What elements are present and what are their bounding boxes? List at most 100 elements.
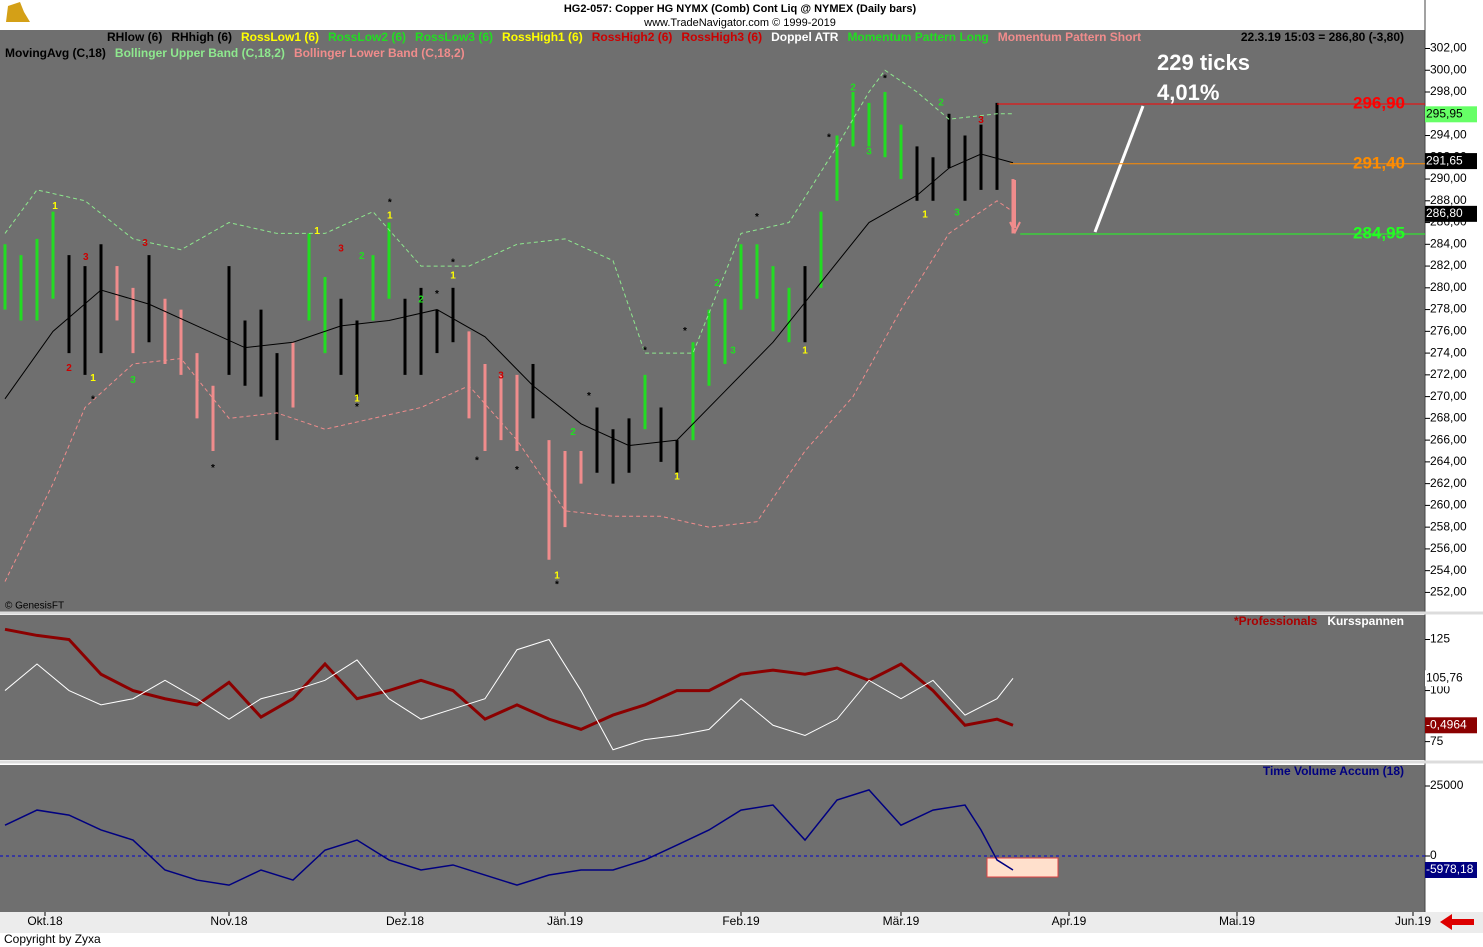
pattern-marker: * xyxy=(587,391,591,402)
legend-entry: Bollinger Upper Band (C,18,2) xyxy=(115,46,285,60)
pattern-marker: 3 xyxy=(954,207,960,218)
value-tag xyxy=(1425,670,1477,687)
x-tick-label: Apr.19 xyxy=(1052,914,1087,928)
legend-entry: Momentum Pattern Short xyxy=(998,30,1141,44)
pattern-marker: 2 xyxy=(938,98,944,109)
value-tag xyxy=(1425,717,1477,734)
pattern-marker: 3 xyxy=(498,371,504,382)
legend-entry: RossLow1 (6) xyxy=(241,30,319,44)
series-line xyxy=(4,200,1014,582)
level-label: 284,95 xyxy=(1353,223,1405,242)
pattern-marker: 2 xyxy=(359,251,365,262)
y-tick-label: 298,00 xyxy=(1430,84,1467,98)
pattern-marker: * xyxy=(435,289,439,300)
pattern-marker: 1 xyxy=(90,373,96,384)
legend-entry: RossHigh1 (6) xyxy=(502,30,583,44)
y-tick-label: 266,00 xyxy=(1430,432,1467,446)
pattern-marker: * xyxy=(388,198,392,209)
pattern-marker: 2 xyxy=(570,427,576,438)
value-tag xyxy=(1425,862,1477,878)
y-tick-label: 282,00 xyxy=(1430,258,1467,272)
x-axis-strip xyxy=(0,912,1483,933)
pattern-marker: 1 xyxy=(802,346,808,357)
value-tag-label: 286,80 xyxy=(1426,206,1463,220)
y-tick-label: 290,00 xyxy=(1430,171,1467,185)
pattern-marker: 2 xyxy=(850,82,856,93)
pattern-marker: 1 xyxy=(354,393,360,404)
price-panel xyxy=(0,30,1425,612)
value-tag xyxy=(1425,153,1477,170)
pattern-marker: * xyxy=(827,132,831,143)
note-ticks: 229 ticks xyxy=(1157,50,1250,75)
y-tick-label: 125 xyxy=(1430,632,1450,646)
legend-entry: RossHigh2 (6) xyxy=(592,30,673,44)
pattern-marker: * xyxy=(355,402,359,413)
title: HG2-057: Copper HG NYMX (Comb) Cont Liq … xyxy=(564,3,917,15)
value-tag xyxy=(1425,106,1477,123)
pattern-marker: 2 xyxy=(66,363,72,374)
pattern-marker: 1 xyxy=(922,210,928,221)
legend-entry: RossLow2 (6) xyxy=(328,30,406,44)
pattern-marker: * xyxy=(475,455,479,466)
y-tick-label: 276,00 xyxy=(1430,324,1467,338)
legend-entry: RossLow3 (6) xyxy=(415,30,493,44)
pattern-marker: 3 xyxy=(83,252,89,263)
y-tick-label: 260,00 xyxy=(1430,498,1467,512)
y-tick-label: 278,00 xyxy=(1430,302,1467,316)
datetime: 22.3.19 15:03 = 286,80 (-3,80) xyxy=(1241,30,1404,44)
y-tick-label: 280,00 xyxy=(1430,280,1467,294)
measure-line xyxy=(1093,105,1145,233)
scroll-arrow xyxy=(1440,914,1474,930)
pattern-marker: 3 xyxy=(978,115,984,126)
pattern-marker: 1 xyxy=(674,472,680,483)
y-tick-label: 288,00 xyxy=(1430,193,1467,207)
pattern-marker: * xyxy=(755,212,759,223)
value-tag xyxy=(1425,205,1477,222)
legend-entry: RHhigh (6) xyxy=(171,30,232,44)
pattern-marker: 3 xyxy=(142,238,148,249)
pattern-marker: 1 xyxy=(314,226,320,237)
legend-entry: Momentum Pattern Long xyxy=(847,30,988,44)
pattern-marker: 3 xyxy=(130,375,136,386)
y-tick-label: 274,00 xyxy=(1430,345,1467,359)
y-tick-label: 300,00 xyxy=(1430,62,1467,76)
pattern-marker: * xyxy=(555,579,559,590)
x-tick-label: Mai.19 xyxy=(1219,914,1255,928)
pattern-marker: * xyxy=(515,465,519,476)
x-tick-label: Jun.19 xyxy=(1395,914,1431,928)
y-tick-label: 252,00 xyxy=(1430,585,1467,599)
legend-entry: Time Volume Accum (18) xyxy=(1263,764,1404,778)
legend-entry: MovingAvg (C,18) xyxy=(5,46,106,60)
y-tick-label: 25000 xyxy=(1430,778,1464,792)
y-tick-label: 264,00 xyxy=(1430,454,1467,468)
y-tick-label: 270,00 xyxy=(1430,389,1467,403)
legend-entry: RossHigh3 (6) xyxy=(681,30,762,44)
pattern-marker: 2 xyxy=(418,294,424,305)
value-tag-label: -5978,18 xyxy=(1426,862,1474,876)
pattern-marker: * xyxy=(683,326,687,337)
x-tick-label: Mär.19 xyxy=(883,914,920,928)
y-tick-label: 294,00 xyxy=(1430,128,1467,142)
x-tick-label: Feb.19 xyxy=(722,914,760,928)
series-line xyxy=(4,69,1013,354)
value-tag-label: 105,76 xyxy=(1426,670,1463,684)
x-tick-label: Dez.18 xyxy=(386,914,424,928)
legend-entry: Kursspannen xyxy=(1327,614,1404,628)
pattern-marker: 1 xyxy=(450,270,456,281)
pattern-marker: * xyxy=(643,346,647,357)
volume-panel xyxy=(0,765,1425,912)
pattern-marker: 3 xyxy=(866,146,872,157)
value-tag-label: 295,95 xyxy=(1426,106,1463,120)
source: © GenesisFT xyxy=(5,601,64,612)
x-tick-label: Jän.19 xyxy=(547,914,583,928)
legend-entry: Doppel ATR xyxy=(771,30,839,44)
pattern-marker: * xyxy=(91,395,95,406)
subtitle: www.TradeNavigator.com © 1999-2019 xyxy=(643,17,836,29)
y-tick-label: 268,00 xyxy=(1430,411,1467,425)
series-line xyxy=(4,789,1014,886)
y-tick-label: 254,00 xyxy=(1430,563,1467,577)
y-tick-label: 258,00 xyxy=(1430,519,1467,533)
pattern-marker: 1 xyxy=(554,571,560,582)
y-tick-label: 302,00 xyxy=(1430,41,1467,55)
